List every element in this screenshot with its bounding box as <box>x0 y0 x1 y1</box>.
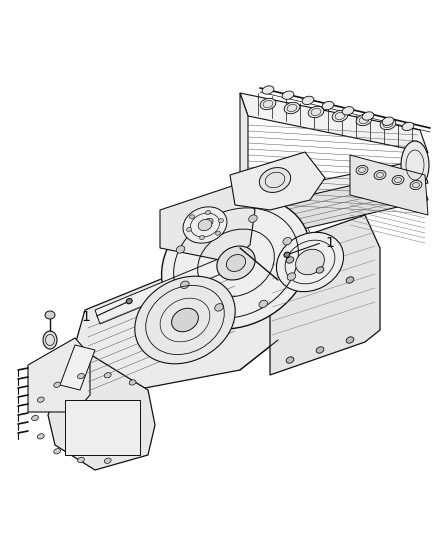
Ellipse shape <box>217 246 255 280</box>
Ellipse shape <box>190 215 194 219</box>
Polygon shape <box>160 185 255 262</box>
Ellipse shape <box>308 106 324 118</box>
Ellipse shape <box>284 102 300 114</box>
Ellipse shape <box>172 308 198 332</box>
Text: 1: 1 <box>82 310 91 324</box>
Ellipse shape <box>262 86 274 94</box>
Ellipse shape <box>32 415 39 421</box>
Ellipse shape <box>260 98 276 110</box>
Ellipse shape <box>283 238 292 245</box>
Polygon shape <box>230 152 325 210</box>
Polygon shape <box>270 215 380 375</box>
Ellipse shape <box>104 458 111 463</box>
Ellipse shape <box>322 101 334 110</box>
Polygon shape <box>65 400 140 455</box>
Ellipse shape <box>259 300 268 308</box>
Ellipse shape <box>78 457 85 463</box>
Polygon shape <box>245 170 428 240</box>
Polygon shape <box>48 345 155 470</box>
Ellipse shape <box>129 380 136 385</box>
Polygon shape <box>240 160 428 220</box>
Ellipse shape <box>346 337 354 343</box>
Ellipse shape <box>380 118 396 130</box>
Polygon shape <box>350 155 428 215</box>
Ellipse shape <box>54 449 60 454</box>
Ellipse shape <box>249 215 257 222</box>
Ellipse shape <box>37 434 44 439</box>
Ellipse shape <box>187 227 191 231</box>
Ellipse shape <box>78 374 85 379</box>
Ellipse shape <box>205 211 210 214</box>
Ellipse shape <box>205 219 213 226</box>
Ellipse shape <box>183 207 227 243</box>
Ellipse shape <box>332 110 348 122</box>
Polygon shape <box>75 247 280 388</box>
Ellipse shape <box>215 304 223 311</box>
Ellipse shape <box>162 197 311 329</box>
Ellipse shape <box>104 373 111 378</box>
Ellipse shape <box>43 331 57 349</box>
Ellipse shape <box>410 181 422 190</box>
Ellipse shape <box>276 232 343 292</box>
Polygon shape <box>240 93 248 220</box>
Ellipse shape <box>286 357 294 363</box>
Ellipse shape <box>302 96 314 104</box>
Ellipse shape <box>226 255 246 271</box>
Ellipse shape <box>356 114 372 126</box>
Text: 1: 1 <box>325 236 334 249</box>
Ellipse shape <box>392 175 404 184</box>
Ellipse shape <box>362 112 374 120</box>
Ellipse shape <box>45 311 55 319</box>
Ellipse shape <box>259 167 291 192</box>
Ellipse shape <box>402 122 414 131</box>
Polygon shape <box>60 345 95 390</box>
Ellipse shape <box>287 273 296 280</box>
Polygon shape <box>28 338 90 412</box>
Ellipse shape <box>54 382 60 387</box>
Ellipse shape <box>215 231 220 235</box>
Ellipse shape <box>219 219 223 223</box>
Ellipse shape <box>198 219 212 231</box>
Ellipse shape <box>282 91 294 99</box>
Ellipse shape <box>284 252 290 257</box>
Ellipse shape <box>180 281 189 288</box>
Ellipse shape <box>286 257 294 263</box>
Ellipse shape <box>200 236 205 240</box>
Ellipse shape <box>126 298 132 304</box>
Ellipse shape <box>316 267 324 273</box>
Ellipse shape <box>356 165 368 175</box>
Ellipse shape <box>374 171 386 180</box>
Ellipse shape <box>135 276 235 364</box>
Ellipse shape <box>401 141 429 189</box>
Ellipse shape <box>346 277 354 283</box>
Ellipse shape <box>296 249 325 274</box>
Polygon shape <box>95 248 250 324</box>
Ellipse shape <box>176 246 185 253</box>
Ellipse shape <box>37 397 44 402</box>
Ellipse shape <box>342 107 354 115</box>
Ellipse shape <box>316 347 324 353</box>
Polygon shape <box>240 93 428 153</box>
Ellipse shape <box>382 117 394 125</box>
